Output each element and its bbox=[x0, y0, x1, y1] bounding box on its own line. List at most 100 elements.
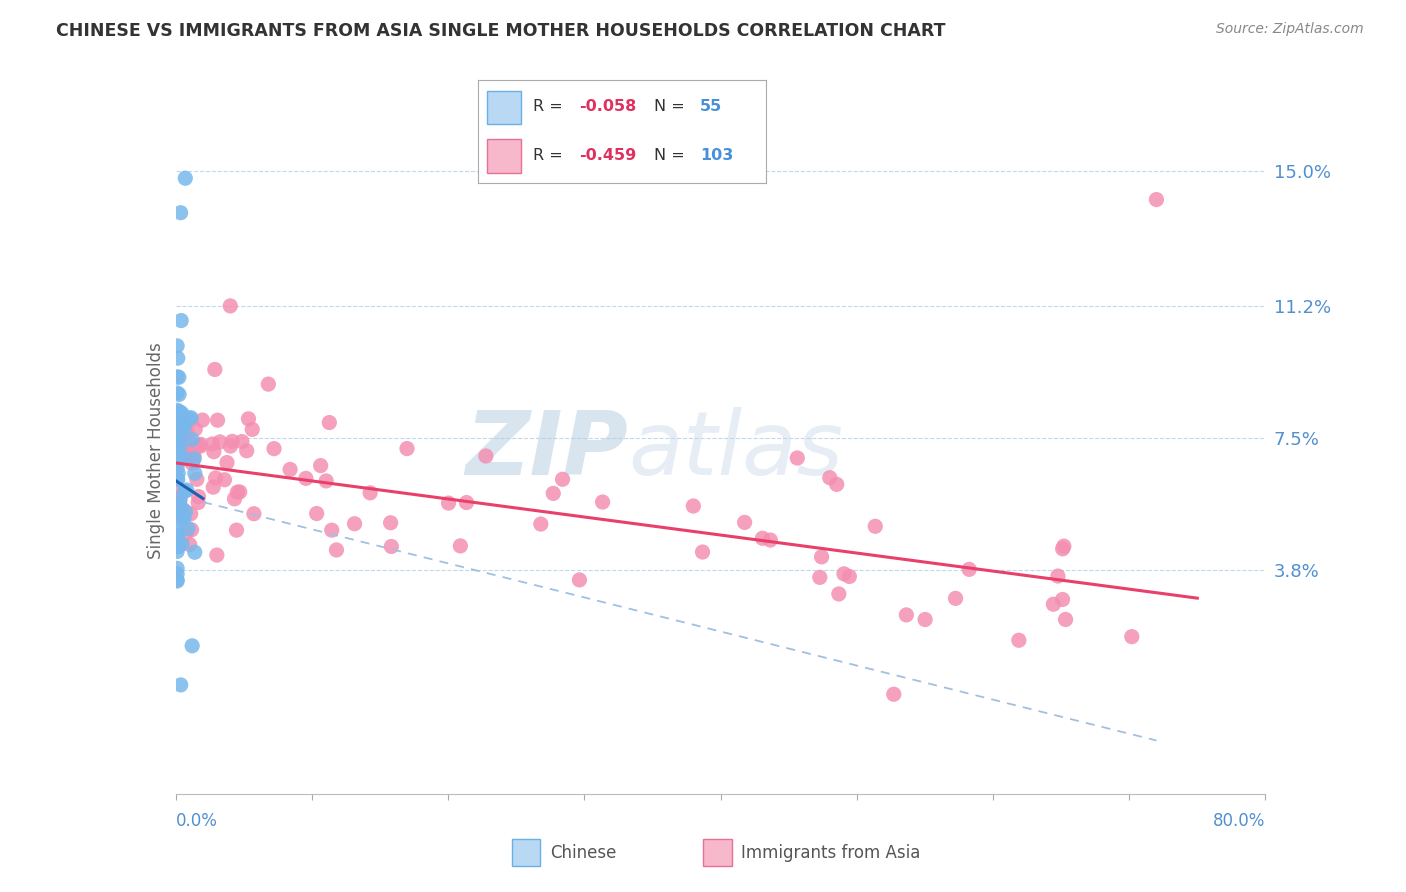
Point bbox=[166, 573, 188, 587]
Point bbox=[166, 460, 188, 475]
Text: 0.0%: 0.0% bbox=[176, 812, 218, 830]
Point bbox=[235, 443, 257, 458]
Point bbox=[166, 528, 188, 542]
Point bbox=[169, 499, 191, 513]
Point bbox=[170, 416, 193, 430]
Text: 55: 55 bbox=[700, 99, 723, 114]
Bar bbox=[486, 91, 522, 124]
Point bbox=[169, 490, 191, 504]
Point bbox=[896, 607, 918, 622]
Point bbox=[170, 537, 193, 551]
Point bbox=[170, 425, 193, 439]
Point bbox=[180, 507, 202, 521]
Point bbox=[321, 523, 343, 537]
Point bbox=[957, 562, 980, 576]
Point bbox=[167, 387, 190, 401]
Point bbox=[475, 449, 498, 463]
Text: N =: N = bbox=[654, 148, 690, 162]
Point bbox=[166, 351, 188, 366]
Point bbox=[173, 511, 195, 525]
Point bbox=[204, 362, 226, 376]
Point bbox=[225, 523, 247, 537]
Point bbox=[179, 443, 201, 458]
Text: ZIP: ZIP bbox=[465, 407, 628, 494]
Point bbox=[759, 533, 782, 547]
Point bbox=[181, 433, 204, 447]
Text: Immigrants from Asia: Immigrants from Asia bbox=[741, 844, 921, 862]
Point bbox=[166, 544, 188, 558]
Point bbox=[1121, 630, 1143, 644]
Point bbox=[530, 516, 553, 531]
Point bbox=[184, 545, 207, 559]
Text: atlas: atlas bbox=[628, 408, 842, 493]
Point bbox=[169, 494, 191, 508]
Point bbox=[190, 437, 212, 451]
Bar bbox=[703, 839, 731, 866]
Point bbox=[166, 369, 188, 384]
Point bbox=[173, 421, 195, 435]
Point bbox=[202, 444, 225, 458]
Point bbox=[682, 499, 704, 513]
Point bbox=[456, 495, 478, 509]
Point bbox=[359, 486, 381, 500]
Point bbox=[170, 678, 193, 692]
Point bbox=[180, 436, 202, 450]
Text: R =: R = bbox=[533, 99, 568, 114]
Point bbox=[167, 540, 190, 554]
Point bbox=[166, 500, 188, 515]
Point bbox=[166, 437, 188, 451]
Text: N =: N = bbox=[654, 99, 690, 114]
Point bbox=[734, 516, 756, 530]
Bar bbox=[512, 839, 540, 866]
Point bbox=[201, 437, 224, 451]
Point bbox=[240, 422, 263, 436]
Point bbox=[167, 467, 190, 481]
Point bbox=[169, 440, 191, 454]
Point bbox=[174, 505, 197, 519]
Point bbox=[825, 477, 848, 491]
Point bbox=[166, 524, 188, 539]
Point bbox=[166, 433, 188, 447]
Point bbox=[181, 456, 204, 470]
Point bbox=[170, 405, 193, 419]
Point bbox=[166, 339, 188, 353]
Point bbox=[167, 370, 190, 384]
Point bbox=[176, 425, 198, 439]
Point bbox=[166, 574, 188, 588]
Point bbox=[169, 453, 191, 467]
Point bbox=[173, 484, 195, 499]
Point bbox=[1046, 569, 1069, 583]
Point bbox=[166, 566, 188, 581]
Text: 80.0%: 80.0% bbox=[1213, 812, 1265, 830]
Point bbox=[166, 528, 188, 542]
Point bbox=[1053, 539, 1076, 553]
Point bbox=[751, 531, 773, 545]
Point bbox=[207, 413, 229, 427]
Point bbox=[810, 549, 832, 564]
Point bbox=[179, 538, 201, 552]
Text: -0.058: -0.058 bbox=[579, 99, 636, 114]
Point bbox=[204, 471, 226, 485]
Point bbox=[174, 526, 197, 541]
Point bbox=[305, 507, 328, 521]
Point bbox=[166, 473, 188, 487]
Point bbox=[177, 411, 200, 425]
Point bbox=[173, 442, 195, 456]
Point bbox=[187, 490, 209, 504]
Point bbox=[186, 472, 208, 486]
Point bbox=[818, 471, 841, 485]
Point bbox=[169, 499, 191, 513]
Point bbox=[202, 480, 225, 494]
Text: Source: ZipAtlas.com: Source: ZipAtlas.com bbox=[1216, 22, 1364, 37]
Point bbox=[278, 462, 301, 476]
Point bbox=[808, 570, 831, 584]
Point bbox=[315, 474, 337, 488]
Point bbox=[169, 491, 191, 506]
Point bbox=[166, 417, 188, 431]
Point bbox=[172, 430, 194, 444]
Point bbox=[914, 613, 936, 627]
Point bbox=[174, 171, 197, 186]
Point bbox=[170, 313, 193, 327]
Point bbox=[568, 573, 591, 587]
Point bbox=[257, 377, 280, 392]
